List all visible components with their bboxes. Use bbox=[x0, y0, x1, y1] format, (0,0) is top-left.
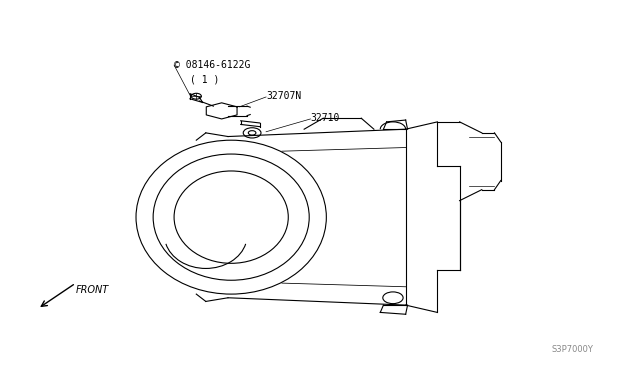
Text: S3P7000Y: S3P7000Y bbox=[552, 344, 593, 353]
Text: 32710: 32710 bbox=[310, 113, 340, 123]
Text: © 08146-6122G: © 08146-6122G bbox=[174, 60, 250, 70]
Text: 32707N: 32707N bbox=[266, 91, 301, 101]
Text: ( 1 ): ( 1 ) bbox=[190, 75, 220, 85]
Text: FRONT: FRONT bbox=[76, 285, 109, 295]
